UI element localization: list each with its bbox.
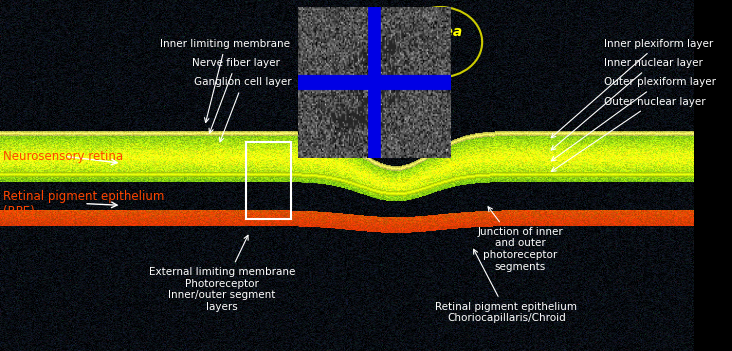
Text: Retinal pigment epithelium
Choriocapillaris/Chroid: Retinal pigment epithelium Choriocapilla… bbox=[436, 249, 578, 323]
Text: Outer nuclear layer: Outer nuclear layer bbox=[551, 97, 705, 172]
Text: Neurosensory retina: Neurosensory retina bbox=[4, 150, 124, 165]
Text: Inner plexiform layer: Inner plexiform layer bbox=[551, 39, 713, 138]
Text: Ganglion cell layer: Ganglion cell layer bbox=[194, 78, 291, 142]
Text: Nerve fiber layer: Nerve fiber layer bbox=[192, 58, 280, 133]
Bar bbox=[246, 142, 291, 219]
Text: Outer plexiform layer: Outer plexiform layer bbox=[551, 78, 716, 161]
Text: Retinal pigment epithelium
(RPE): Retinal pigment epithelium (RPE) bbox=[4, 190, 165, 218]
Text: Junction of inner
and outer
photoreceptor
segments: Junction of inner and outer photorecepto… bbox=[477, 207, 563, 272]
Text: Inner limiting membrane: Inner limiting membrane bbox=[160, 39, 291, 122]
Text: Inner nuclear layer: Inner nuclear layer bbox=[551, 58, 703, 150]
Text: External limiting membrane
Photoreceptor
Inner/outer segment
layers: External limiting membrane Photoreceptor… bbox=[149, 235, 295, 312]
Text: fovea: fovea bbox=[419, 25, 462, 39]
